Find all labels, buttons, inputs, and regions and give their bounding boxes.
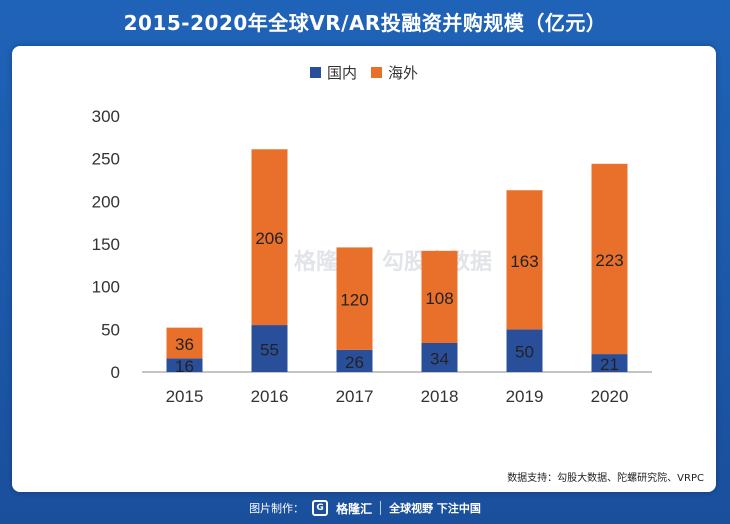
x-tick-label: 2019	[506, 387, 544, 406]
footer-label: 图片制作：	[249, 502, 305, 515]
y-tick-label: 50	[101, 320, 120, 339]
x-tick-label: 2016	[251, 387, 289, 406]
footer-brand: 格隆汇	[336, 501, 373, 516]
bar-segment-domestic	[421, 342, 458, 372]
x-tick-label: 2015	[166, 387, 204, 406]
data-label-domestic: 55	[260, 341, 279, 360]
bar-segment-domestic	[506, 329, 543, 372]
x-tick-label: 2020	[591, 387, 629, 406]
footer-divider	[380, 501, 382, 515]
data-label-domestic: 21	[600, 355, 619, 374]
legend-label-domestic: 国内	[326, 64, 357, 82]
data-label-domestic: 34	[430, 349, 449, 368]
data-label-overseas: 223	[595, 251, 623, 270]
legend-label-overseas: 海外	[388, 64, 419, 82]
data-label-domestic: 16	[175, 357, 194, 376]
footer: 图片制作： G 格隆汇 全球视野 下注中国	[0, 492, 730, 524]
footer-logo-icon: G	[312, 500, 329, 516]
footer-slogan: 全球视野 下注中国	[389, 502, 481, 515]
bar-segment-domestic	[166, 358, 203, 372]
data-label-overseas: 36	[175, 335, 194, 354]
legend-item-domestic: 国内	[309, 62, 357, 83]
data-label-overseas: 206	[255, 229, 283, 248]
legend-swatch-domestic	[309, 67, 321, 78]
stacked-bar-chart: 0 50 100 150 200 250 300 16 36 2015 55 206 2016 26 120…	[92, 107, 652, 406]
y-tick-label: 0	[111, 363, 120, 382]
bar-segment-domestic	[591, 354, 628, 372]
data-label-overseas: 163	[510, 252, 538, 271]
x-tick-label: 2017	[336, 387, 374, 406]
y-tick-label: 250	[92, 150, 120, 169]
chart-title: 2015-2020年全球VR/AR投融资并购规模（亿元）	[123, 11, 607, 35]
legend-item-overseas: 海外	[371, 62, 418, 83]
bar-segment-domestic	[336, 349, 373, 372]
data-label-domestic: 50	[515, 343, 534, 362]
y-tick-label: 300	[92, 107, 120, 126]
chart-panel: 国内 海外 G 格隆汇 勾股大数据 0501001502002503001636…	[12, 46, 716, 492]
legend: 国内 海外	[12, 62, 716, 83]
data-label-overseas: 108	[425, 289, 453, 308]
bar-segment-overseas	[166, 327, 203, 359]
y-tick-label: 150	[92, 235, 120, 254]
y-tick-label: 100	[92, 278, 120, 297]
bar-segment-domestic	[251, 325, 288, 372]
bar-segment-overseas	[591, 163, 628, 355]
x-tick-label: 2018	[421, 387, 459, 406]
y-tick-label: 200	[92, 192, 120, 211]
source-note: 数据支持：勾股大数据、陀螺研究院、VRPC	[507, 473, 704, 484]
data-label-overseas: 120	[340, 291, 368, 310]
data-label-domestic: 26	[345, 353, 364, 372]
bar-segment-overseas	[251, 149, 288, 326]
legend-swatch-overseas	[371, 67, 382, 78]
bar-segment-overseas	[506, 190, 543, 330]
bar-segment-overseas	[336, 247, 373, 350]
bar-segment-overseas	[421, 250, 458, 343]
